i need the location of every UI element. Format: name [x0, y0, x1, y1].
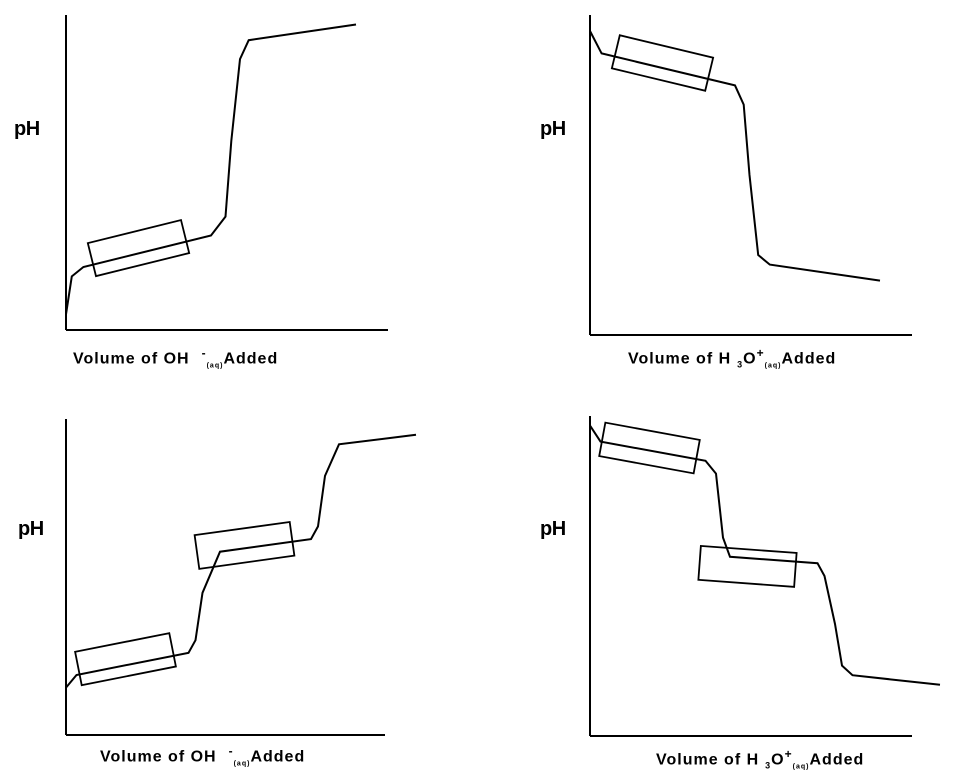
x-axis-label-main: Volume of H — [656, 751, 759, 768]
x-axis-label-charge: + — [757, 346, 765, 360]
x-axis-label-state: (aq) — [793, 764, 810, 771]
x-axis-label: Volume of H 3O+(aq)Added — [656, 747, 864, 771]
chart-2-svg — [0, 0, 961, 391]
y-axis-label: pH — [540, 518, 566, 541]
x-axis-label-charge: + — [785, 747, 793, 761]
y-axis-label: pH — [540, 118, 566, 141]
buffer-region-box-1 — [612, 35, 713, 90]
x-axis-label-o: O — [771, 751, 784, 768]
titration-curve — [590, 31, 880, 281]
chart-4-svg — [0, 391, 961, 782]
buffer-region-box-2 — [698, 546, 796, 587]
buffer-region-box-1 — [599, 423, 700, 474]
chart-panel-4: pH Volume of H 3O+(aq)Added — [0, 391, 961, 782]
chart-panel-2: pH Volume of H 3O+(aq)Added — [0, 0, 961, 391]
x-axis-label-tail: Added — [809, 751, 864, 768]
x-axis-label: Volume of H 3O+(aq)Added — [628, 346, 836, 370]
x-axis-label-o: O — [743, 350, 756, 367]
x-axis-label-main: Volume of H — [628, 350, 731, 367]
x-axis-label-tail: Added — [781, 350, 836, 367]
x-axis-label-state: (aq) — [765, 363, 782, 370]
